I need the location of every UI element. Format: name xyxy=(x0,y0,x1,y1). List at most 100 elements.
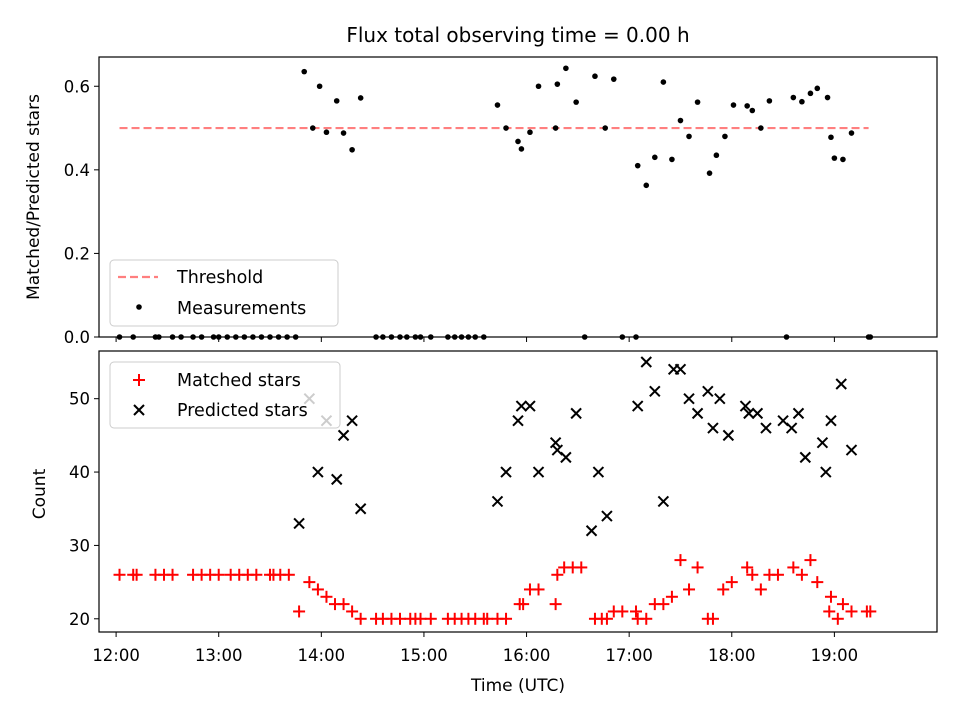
measurement-point xyxy=(867,334,874,340)
measurement-point xyxy=(706,170,713,176)
measurement-point xyxy=(224,334,231,340)
measurement-point xyxy=(807,90,814,97)
measurement-point xyxy=(790,94,797,101)
measurement-point xyxy=(156,334,162,340)
matched-point xyxy=(532,583,545,596)
matched-point xyxy=(354,612,367,625)
predicted-point xyxy=(760,422,772,434)
count-ytick-label: 20 xyxy=(69,610,90,629)
predicted-point xyxy=(657,495,670,508)
ratio-y-ticks: 0.0 0.2 0.4 0.6 xyxy=(64,77,99,347)
measurement-point xyxy=(116,334,123,340)
matched-point xyxy=(600,612,613,625)
matched-point xyxy=(293,605,306,618)
matched-point xyxy=(393,612,406,625)
matched-point xyxy=(746,568,759,581)
measurement-point xyxy=(744,103,750,109)
ratio-legend-box xyxy=(109,259,339,327)
predicted-point xyxy=(500,466,512,478)
count-ytick-label: 40 xyxy=(69,463,90,482)
matched-point xyxy=(551,568,564,581)
matched-point xyxy=(706,612,719,625)
measurement-point xyxy=(340,130,347,136)
measurement-point xyxy=(445,334,451,340)
measurement-point xyxy=(427,334,434,340)
predicted-points xyxy=(293,356,858,537)
matched-points xyxy=(113,554,877,625)
measurement-point xyxy=(694,99,701,105)
measurement-point xyxy=(840,156,846,163)
ratio-ytick-label: 0.4 xyxy=(64,161,90,180)
legend-threshold-label: Threshold xyxy=(176,268,263,288)
predicted-point xyxy=(739,400,752,412)
measurement-point xyxy=(373,334,379,340)
count-x-ticks: 12:00 13:00 14:00 15:00 16:00 17:00 18:00 19:00 xyxy=(92,632,858,665)
ratio-legend: Threshold Measurements xyxy=(109,259,339,327)
predicted-point xyxy=(714,392,726,405)
measurement-point xyxy=(404,334,410,340)
count-ylabel: Count xyxy=(30,468,50,519)
measurement-point xyxy=(215,334,222,340)
count-xtick-label: 12:00 xyxy=(92,646,140,665)
predicted-point xyxy=(820,466,832,478)
matched-point xyxy=(795,568,808,581)
measurement-point xyxy=(535,83,542,90)
predicted-point xyxy=(674,363,687,376)
count-panel: Count Time (UTC) 20 30 40 50 12:00 13:00 14:0… xyxy=(30,350,938,696)
matched-point xyxy=(414,612,427,625)
count-legend-box xyxy=(109,361,341,429)
measurement-point xyxy=(686,133,692,140)
count-legend: Matched stars Predicted stars xyxy=(109,361,341,429)
measurement-point xyxy=(660,79,667,85)
count-xtick-label: 17:00 xyxy=(605,646,653,665)
legend-matched-label: Matched stars xyxy=(177,371,301,391)
legend-predicted-swatch xyxy=(133,404,145,416)
ratio-panel: Flux total observing time = 0.00 h Match… xyxy=(24,23,938,347)
measurement-point xyxy=(178,334,184,340)
measurement-point xyxy=(563,65,569,72)
measurement-point xyxy=(241,334,248,340)
matched-point xyxy=(424,612,437,625)
predicted-point xyxy=(570,407,582,420)
measurement-point xyxy=(783,334,790,340)
count-xtick-label: 13:00 xyxy=(195,646,243,665)
measurement-point xyxy=(652,154,658,161)
predicted-point xyxy=(816,437,829,449)
legend-measurements-swatch xyxy=(136,304,142,310)
matched-point xyxy=(250,568,263,581)
matched-point xyxy=(811,576,824,589)
measurement-point xyxy=(766,98,773,104)
predicted-point xyxy=(649,385,661,398)
predicted-point xyxy=(691,407,704,420)
measurement-point xyxy=(643,182,650,189)
measurement-point xyxy=(669,156,675,163)
predicted-point xyxy=(835,378,847,390)
measurement-point xyxy=(713,152,720,159)
measurement-point xyxy=(190,334,196,340)
predicted-point xyxy=(743,407,755,420)
matched-point xyxy=(741,561,754,574)
measurement-point xyxy=(380,334,386,340)
matched-point xyxy=(640,612,653,625)
measurement-point xyxy=(722,133,728,140)
ratio-ytick-label: 0.2 xyxy=(64,244,90,263)
measurement-point xyxy=(275,334,282,340)
measurement-point xyxy=(388,334,395,340)
predicted-point xyxy=(707,422,719,434)
matched-point xyxy=(665,590,678,603)
count-panel-frame xyxy=(98,350,938,633)
matched-point xyxy=(674,554,687,567)
matched-point xyxy=(691,561,704,574)
matched-point xyxy=(549,598,562,611)
matched-point xyxy=(657,598,670,611)
matched-point xyxy=(717,583,730,596)
measurement-point xyxy=(573,99,579,105)
measurement-point xyxy=(323,129,330,136)
predicted-point xyxy=(640,356,652,368)
matched-point xyxy=(754,583,767,596)
measurement-point xyxy=(309,125,316,131)
measurement-point xyxy=(250,334,256,340)
matched-point xyxy=(683,583,696,596)
measurement-point xyxy=(634,162,641,169)
measurement-point xyxy=(581,334,588,340)
